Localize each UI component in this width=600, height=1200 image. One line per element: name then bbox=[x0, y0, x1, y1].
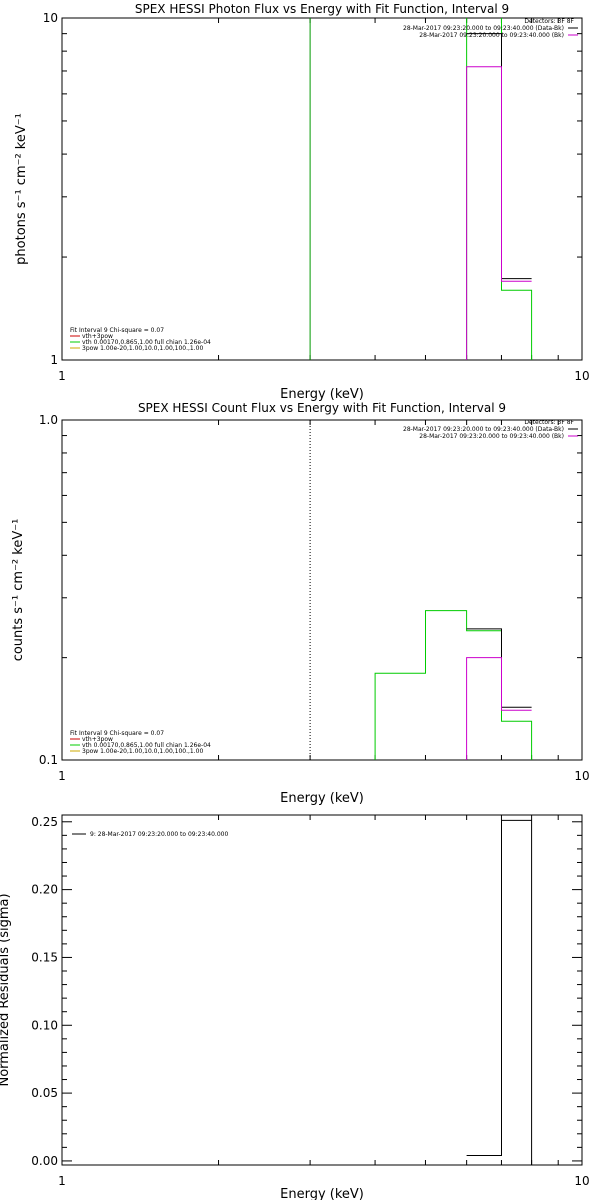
legend-bottom: Fit Interval 9 Chi-square = 0.07vth+3pow… bbox=[70, 327, 211, 352]
chart-title: SPEX HESSI Photon Flux vs Energy with Fi… bbox=[135, 2, 509, 16]
plot-frame bbox=[61, 17, 583, 361]
data-area bbox=[466, 18, 533, 360]
legend-header: Fit Interval 9 Chi-square = 0.07 bbox=[70, 327, 164, 334]
series-line bbox=[466, 657, 532, 760]
y-axis-label: counts s⁻¹ cm⁻² keV⁻¹ bbox=[11, 519, 26, 662]
chart-panel-3: 1 10 Energy (keV) 0.00 0.05 0.10 0.15 0.20 0.25 N… bbox=[0, 814, 590, 1200]
chart-title: SPEX HESSI Count Flux vs Energy with Fit… bbox=[138, 401, 506, 415]
legend-label: 3pow 1.00e-20,1.00,10.0,1.00,100.,1.00 bbox=[82, 748, 203, 755]
y-axis-label: Normalized Residuals (sigma) bbox=[0, 893, 12, 1086]
series-line bbox=[466, 33, 532, 280]
x-tick-label: 10 bbox=[574, 369, 589, 383]
legend-label: vth 0.00170,0.865,1.00 full chian 1.26e-… bbox=[82, 339, 211, 346]
legend-top: 9: 28-Mar-2017 09:23:20.000 to 09:23:40.… bbox=[72, 831, 228, 838]
series-line bbox=[466, 628, 532, 708]
legend-header: Detectors: 3F 8F bbox=[524, 18, 574, 25]
legend-label: vth+3pow bbox=[82, 736, 113, 743]
plot-frame bbox=[61, 814, 583, 1166]
y-tick-label: 0.15 bbox=[31, 950, 58, 964]
legend-label: 28-Mar-2017 09:23:20.000 to 09:23:40.000… bbox=[419, 32, 564, 39]
legend-label: 3pow 1.00e-20,1.00,10.0,1.00,100.,1.00 bbox=[82, 345, 203, 352]
series-line bbox=[501, 18, 533, 360]
y-tick-label: 1.0 bbox=[39, 413, 58, 427]
legend-bottom: Fit Interval 9 Chi-square = 0.07vth+3pow… bbox=[70, 730, 211, 755]
legend-header: Detectors: 3F 8F bbox=[524, 419, 574, 426]
y-tick-label: 1 bbox=[50, 353, 58, 367]
x-tick-label: 1 bbox=[58, 1174, 66, 1188]
legend-label: vth+3pow bbox=[82, 333, 113, 340]
x-axis-label: Energy (keV) bbox=[280, 1187, 364, 1200]
chart-panel-1: SPEX HESSI Photon Flux vs Energy with Fi… bbox=[14, 2, 590, 402]
legend-header: Fit Interval 9 Chi-square = 0.07 bbox=[70, 730, 164, 737]
x-tick-label: 10 bbox=[574, 769, 589, 783]
legend-label: 9: 28-Mar-2017 09:23:20.000 to 09:23:40.… bbox=[90, 831, 228, 838]
x-axis-label: Energy (keV) bbox=[280, 387, 364, 402]
series-line bbox=[466, 819, 533, 1165]
y-tick-label: 0.05 bbox=[31, 1086, 58, 1100]
legend-label: 28-Mar-2017 09:23:20.000 to 09:23:40.000… bbox=[403, 426, 564, 433]
legend-label: vth 0.00170,0.865,1.00 full chian 1.26e-… bbox=[82, 742, 211, 749]
y-tick-label: 0.00 bbox=[31, 1154, 58, 1168]
legend-label: 28-Mar-2017 09:23:20.000 to 09:23:40.000… bbox=[419, 433, 564, 440]
data-area bbox=[374, 610, 533, 760]
x-tick-label: 10 bbox=[574, 1174, 589, 1188]
series-line bbox=[374, 610, 533, 760]
y-tick-label: 0.1 bbox=[39, 753, 58, 767]
y-axis-label: photons s⁻¹ cm⁻² keV⁻¹ bbox=[14, 113, 29, 265]
x-tick-label: 1 bbox=[58, 769, 66, 783]
chart-panel-2: SPEX HESSI Count Flux vs Energy with Fit… bbox=[11, 401, 590, 806]
y-tick-label: 0.20 bbox=[31, 883, 58, 897]
x-axis-label: Energy (keV) bbox=[280, 791, 364, 806]
legend-label: 28-Mar-2017 09:23:20.000 to 09:23:40.000… bbox=[403, 25, 564, 32]
y-tick-label: 10 bbox=[43, 11, 58, 25]
y-tick-label: 0.10 bbox=[31, 1018, 58, 1032]
series-line bbox=[466, 66, 532, 360]
data-area bbox=[466, 819, 533, 1165]
x-tick-label: 1 bbox=[58, 369, 66, 383]
plot-frame bbox=[61, 419, 583, 761]
y-tick-label: 0.25 bbox=[31, 815, 58, 829]
